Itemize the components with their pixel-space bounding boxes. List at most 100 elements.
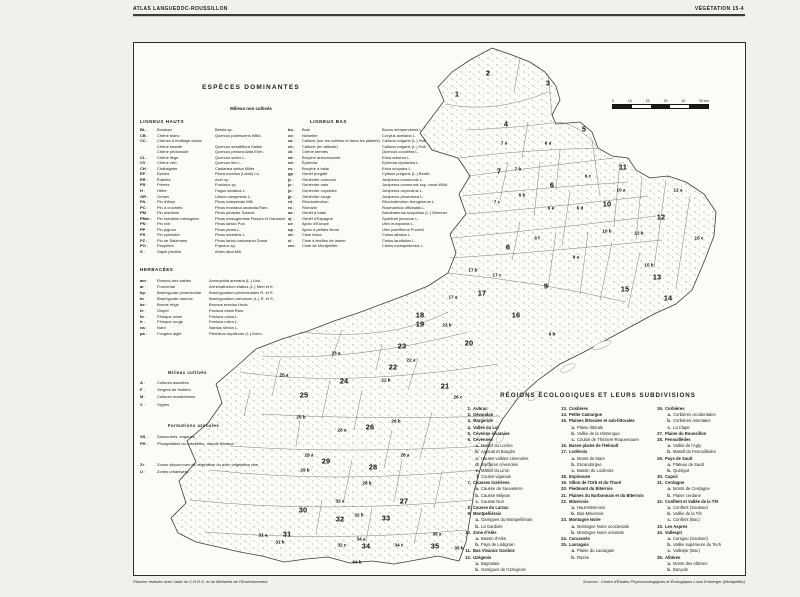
regions-column-2: 13. Costières 14. Petite Camargue 15. Plaines… [556, 406, 653, 561]
ligneux-hauts-title: LIGNEUX HAUTS [140, 119, 185, 124]
legend-row: FVergers de fruitiers [140, 386, 320, 393]
legend-row: HHêtreFagus silvatica L. [140, 188, 290, 194]
sheet-title: VÉGÉTATION 15-4 [694, 6, 744, 12]
region-list-item: 9. Montpelliérais [467, 511, 502, 517]
scale-tick-label: 30 [663, 99, 668, 103]
legend-row: VVignes [140, 401, 320, 408]
region-list-item: b. Causse Méjean [475, 492, 511, 498]
region-list-item: a. Corbières occidentales [667, 412, 716, 418]
legend-row: feGispetFestuca eskia Ram. [140, 307, 300, 313]
region-list-item: 11. Bas Vivarais Gardois [465, 548, 515, 554]
ligneux-bas-list: buBuisBuxus sempervirens L.coNoisetierCo… [288, 127, 460, 249]
region-list-item: 21. Plaines du Narbonnais et du Biterrois [561, 492, 644, 498]
region-list-item: f. Couloir viganais [476, 474, 511, 480]
region-list-item: a. Garrigues du Montpelliérais [475, 517, 533, 523]
legend-title: ESPÈCES DOMINANTES [202, 84, 300, 91]
legend-row: coNoisetierCorylus avellana L. [288, 133, 460, 139]
region-list-item: c. Hautes vallées cévenoles [475, 455, 529, 461]
legend-row: chCallune (en altitude)Calluna vulgaris … [288, 144, 460, 150]
region-list-item: 18. Espinouse [561, 474, 591, 480]
legend-row: FRFrênesFraxinus sp. [140, 182, 290, 188]
scale-tick-label: 10 [627, 99, 632, 103]
footer-sources: Sources : Centre d'Études Phytosociologi… [582, 579, 745, 584]
region-list-item: 15. Plaines littorales et sub-littorales [561, 418, 635, 424]
region-list-item: b. Banyuls [667, 566, 688, 572]
region-list-item: b. Garrigues de l'Uzégeois [475, 566, 526, 572]
region-list-item: a. Massif du Lozère [475, 443, 513, 449]
region-list-item: b. Vallée de la Vistrenque [571, 430, 620, 436]
region-list-item: a. Conflent (Soulane) [667, 505, 708, 510]
region-list-item: e. Massif du Liron [475, 467, 510, 473]
legend-row: ACultures assolées [140, 379, 320, 386]
footer-credit: Planche réalisée avec l'aide du C.N.R.S.… [133, 579, 268, 584]
region-list-item: a. Plaine littorale [571, 424, 604, 430]
region-list-item: 25. Lauragais [561, 542, 589, 548]
region-list-item: a. Monts de Cerdagne [667, 486, 710, 492]
legend-row: edÉphédraEphedra dystachia L. [288, 160, 460, 166]
legend-row: arFromentalArrhenatherum elatius (L.) Me… [140, 284, 300, 290]
region-list-item: 8. Causse du Larzac [467, 505, 509, 510]
legend-row: BLBouleauBetula sp. [140, 127, 290, 133]
region-list-item: b. Vallée de la Têt [667, 511, 702, 517]
regions-column-1: 1. Aubrac 2. Gévaudan 3. Margeride 4. Vallée du… [460, 406, 555, 573]
region-list-item: c. Vallespir (Bac) [667, 548, 700, 554]
region-list-item: 12. Uzégeois [465, 554, 492, 560]
formations-azonales-title: Formations azonales [168, 423, 220, 428]
region-list-item: 34. Vallespir [657, 529, 683, 535]
atlas-title: ATLAS LANGUEDOC-ROUSSILLON [133, 6, 228, 12]
region-list-item: d. Bordures cévenoles [475, 461, 519, 467]
region-list-item: 27. Plaine du Roussillon [657, 430, 707, 436]
legend-row: caCallune (sur les collines et dans les … [288, 138, 460, 144]
legend-subtitle: Milieux non cultivés [230, 106, 272, 111]
region-list-item: 30. Capcir [657, 474, 679, 480]
region-list-item: 29. Pays de Sault [657, 455, 693, 461]
region-list-item: a. Haut-Minervois [571, 505, 606, 510]
legend-row: SSSansouïres, enganes [140, 433, 340, 440]
region-list-item: a. Causse de Sauveterre [475, 486, 523, 492]
region-list-item: b. Plaine cerdane [667, 492, 701, 498]
region-list-item: 16. Basse plaine de l'Hérault [561, 443, 619, 449]
scale-tick-label: 0 [612, 99, 614, 103]
region-list-item: 2. Gévaudan [467, 412, 494, 418]
legend-row: OROrmesUlmus campestris L. [140, 194, 290, 200]
region-list-item: 20. Piedmont du Biterrois [561, 486, 613, 492]
region-list-item: 6. Cévennes [467, 436, 493, 442]
region-list-item: b. Bas-Minervois [571, 511, 604, 517]
region-list-item: 26. Corbières [657, 406, 685, 411]
region-list-item: a. Plateau de Sault [667, 461, 704, 467]
scale-tick-label: 40 [681, 99, 686, 103]
region-list-item: b. Corbières orientales [667, 418, 711, 424]
scale-tick-labels: 0 10 20 30 40 50 km [612, 99, 709, 103]
legend-row: Chêne pédonculé Quercus pedunculata Ehrh. [157, 149, 264, 155]
scale-tick-label: 20 [645, 99, 650, 103]
milieux-cultives-title: Milieux cultivés [168, 370, 207, 375]
region-list-item: b. Quérigut [667, 467, 690, 473]
region-list-item: 10. Zone d'Alès [465, 529, 497, 535]
legend-row: CHChâtaignierCastanea sativa Miller [140, 166, 290, 172]
herbacees-title: HERBACÉES [140, 267, 174, 272]
region-list-item: b. Montagne Noire orientale [571, 529, 625, 535]
region-list-item: b. Pays de Lédignan [475, 542, 515, 548]
region-list-item: a. Vallée de l'Agly [667, 443, 702, 449]
region-list-item: 32. Conflent et Vallée de la Têt [657, 498, 719, 504]
region-list-item: 4. Vallée du Lot [467, 424, 499, 430]
region-list-item: 23. Montagne Noire [561, 517, 601, 523]
region-list-item: 17. Lodévois [561, 449, 588, 455]
